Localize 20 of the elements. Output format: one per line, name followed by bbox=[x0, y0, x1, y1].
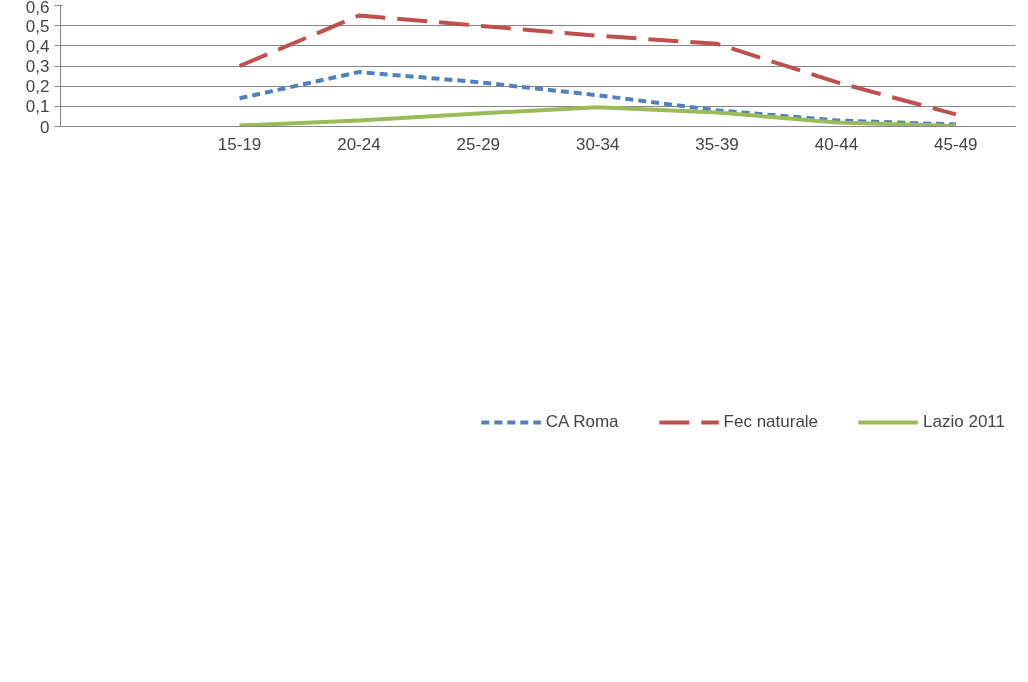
x-tick-label: 35-39 bbox=[695, 134, 739, 154]
line-series bbox=[237, 105, 958, 127]
y-tick-label: 0,5 bbox=[25, 16, 50, 36]
x-tick-label: 45-49 bbox=[934, 134, 978, 154]
x-tick-label: 30-34 bbox=[575, 134, 620, 154]
y-tick-label: 0,2 bbox=[25, 77, 50, 97]
line-series bbox=[237, 13, 958, 117]
legend-label: CA Roma bbox=[545, 412, 619, 432]
x-tick-label: 15-19 bbox=[217, 134, 262, 154]
line-series bbox=[237, 70, 958, 127]
y-tick-label: 0,4 bbox=[25, 36, 50, 56]
x-tick-label: 40-44 bbox=[814, 134, 859, 154]
y-tick-label: 0 bbox=[40, 117, 50, 137]
y-tick-label: 0,6 bbox=[25, 0, 50, 17]
x-tick-label: 20-24 bbox=[337, 134, 381, 154]
x-tick-label: 25-29 bbox=[456, 134, 501, 154]
y-tick-label: 0,3 bbox=[25, 57, 50, 76]
legend-label: Fec naturale bbox=[723, 412, 819, 432]
legend-label: Lazio 2011 bbox=[923, 412, 1005, 432]
y-tick-label: 0,1 bbox=[25, 97, 50, 117]
